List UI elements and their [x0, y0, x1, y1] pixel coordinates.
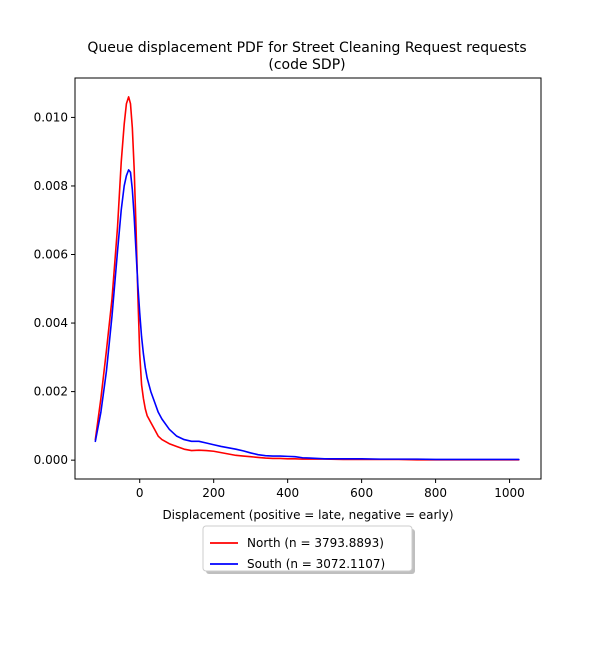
y-tick-label: 0.010 [34, 110, 68, 124]
chart-title-line-2: (code SDP) [268, 57, 345, 73]
x-axis-label: Displacement (positive = late, negative … [162, 508, 453, 522]
axes-layer: 0 200 400 600 800 1000 0.000 0.002 0.004 0.006 0.0… [34, 77, 542, 500]
y-tick-label: 0.004 [34, 316, 68, 330]
chart-title-line-1: Queue displacement PDF for Street Cleani… [87, 40, 526, 56]
legend: North (n = 3793.8893) South (n = 3072.110… [202, 525, 415, 574]
legend-box [202, 525, 413, 572]
legend-label-north: North (n = 3793.8893) [247, 536, 384, 550]
y-tick-label: 0.000 [34, 453, 68, 467]
x-tick-label: 800 [424, 486, 447, 500]
y-tick-label: 0.008 [34, 179, 68, 193]
x-tick-label: 0 [136, 486, 144, 500]
y-tick-label: 0.002 [34, 385, 68, 399]
series-line-south [94, 169, 520, 461]
x-tick-label: 1000 [494, 486, 525, 500]
x-tick-label: 400 [276, 486, 299, 500]
x-tick-label: 200 [202, 486, 225, 500]
y-tick-label: 0.006 [34, 248, 68, 262]
x-tick-label: 600 [350, 486, 373, 500]
series-layer [94, 96, 520, 461]
legend-items: North (n = 3793.8893) South (n = 3072.110… [210, 536, 385, 571]
axes-frame [74, 77, 542, 480]
legend-label-south: South (n = 3072.1107) [247, 557, 385, 571]
plot-area [75, 78, 541, 479]
